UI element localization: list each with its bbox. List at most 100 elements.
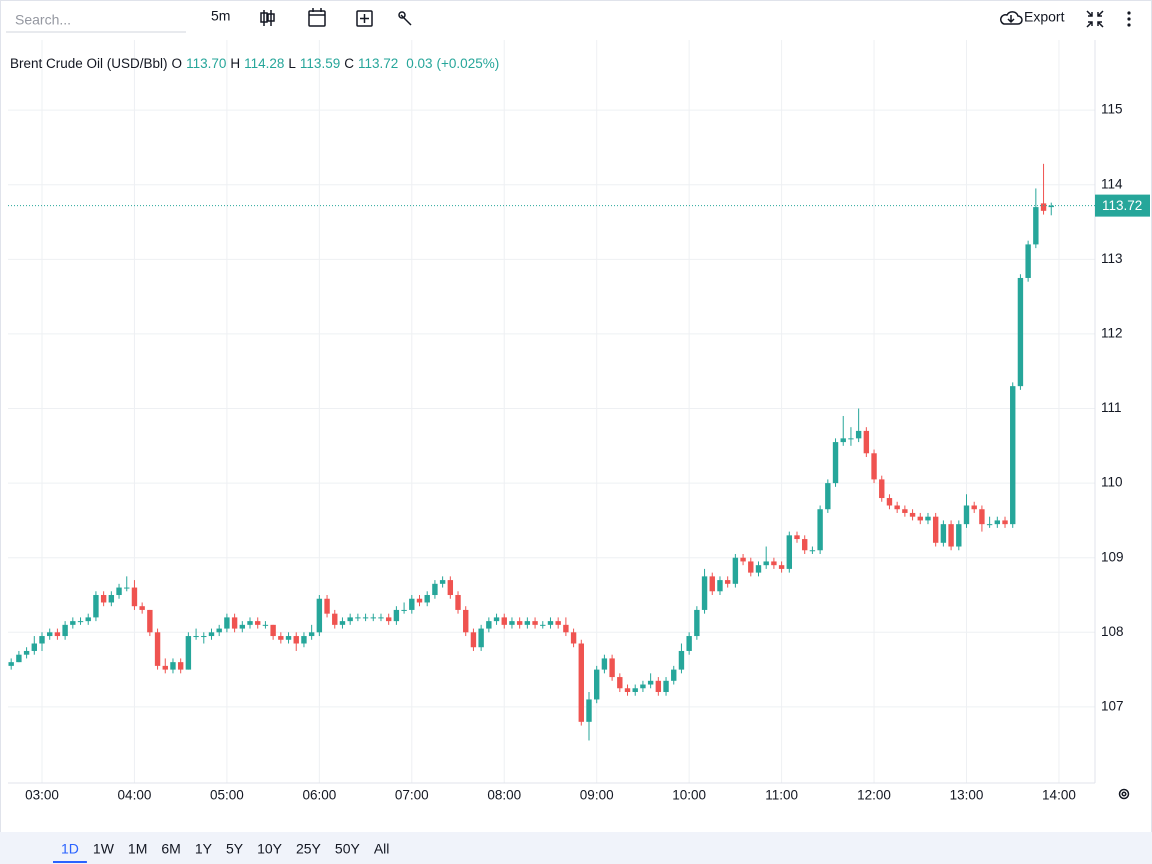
candle-body — [794, 535, 800, 540]
candle-body — [755, 565, 762, 573]
candle-body — [632, 688, 638, 692]
candle-body — [786, 535, 793, 569]
candle-body — [393, 609, 400, 622]
x-tick-label: 11:00 — [765, 788, 798, 803]
range-button[interactable]: 6M — [161, 841, 180, 857]
candle-body — [748, 561, 754, 573]
candle-body — [409, 598, 415, 610]
export-button[interactable]: Export — [1000, 9, 1065, 25]
range-button[interactable]: 10Y — [257, 841, 283, 857]
candle-body — [8, 662, 14, 666]
candle-body — [439, 580, 446, 584]
candle-body — [23, 650, 30, 655]
range-button[interactable]: 25Y — [296, 841, 322, 857]
candle-body — [224, 617, 230, 629]
range-button[interactable]: All — [374, 841, 390, 857]
candle-body — [971, 505, 977, 510]
candle-body — [70, 621, 76, 625]
settings-button[interactable] — [1118, 788, 1130, 800]
candle-body — [1017, 277, 1024, 387]
legend-value: 114.28 — [244, 56, 284, 71]
candle-body — [879, 479, 885, 499]
range-button[interactable]: 50Y — [335, 841, 361, 857]
candle-body — [540, 624, 546, 626]
range-button[interactable]: 1D — [61, 841, 79, 857]
y-tick-label: 114 — [1101, 176, 1123, 191]
candle-body — [170, 662, 176, 670]
last-price-label: 113.72 — [1102, 198, 1142, 213]
y-tick-label: 111 — [1101, 400, 1122, 415]
candle-body — [986, 524, 993, 526]
icon-part — [1121, 791, 1127, 797]
candle-body — [247, 621, 253, 625]
range-button[interactable]: 1M — [128, 841, 147, 857]
candle-body — [855, 430, 862, 439]
icon-part — [400, 14, 412, 26]
candle-body — [994, 520, 1001, 525]
candle-body — [771, 561, 777, 566]
y-tick-label: 113 — [1101, 251, 1123, 266]
candle-body — [370, 617, 376, 619]
x-tick-label: 09:00 — [580, 788, 614, 803]
search-input[interactable]: Search... — [15, 12, 71, 28]
icon-part — [1086, 10, 1104, 28]
candle-body — [478, 628, 484, 648]
interval-button[interactable]: 5m — [211, 8, 230, 24]
candle-body — [316, 598, 323, 633]
tools-button[interactable] — [398, 11, 412, 26]
chart-type-button[interactable] — [260, 10, 275, 26]
candle-body — [339, 621, 346, 625]
legend-value: 113.59 — [300, 56, 340, 71]
range-buttons: 1D 1W 1M 6M 1Y 5Y 10Y 25Y 50Y All — [53, 841, 390, 863]
legend-change-pct: (+0.025%) — [437, 56, 500, 71]
icon-part — [1127, 11, 1131, 15]
candle-body — [594, 669, 600, 700]
candle-body — [308, 632, 315, 637]
candle-body — [563, 624, 569, 633]
candle-body — [255, 621, 261, 625]
calendar-button[interactable] — [308, 8, 326, 27]
candle-body — [1033, 207, 1039, 245]
export-label: Export — [1024, 9, 1065, 25]
candle-body — [77, 621, 84, 623]
candle-body — [154, 632, 161, 666]
icon-part — [1127, 23, 1131, 27]
candle-body — [347, 617, 353, 622]
candle-body — [617, 677, 623, 689]
legend-key: O — [172, 56, 183, 71]
candle-body — [509, 621, 515, 625]
candle-body — [917, 516, 923, 521]
candle-body — [647, 680, 654, 685]
candle-body — [886, 498, 893, 506]
more-button[interactable] — [1127, 11, 1131, 27]
candle-body — [663, 680, 669, 692]
candle-body — [493, 617, 500, 622]
candle-body — [1010, 386, 1016, 525]
range-button[interactable]: 1Y — [195, 841, 213, 857]
candle-body — [732, 557, 739, 584]
candle-body — [932, 516, 939, 543]
candle-body — [501, 617, 507, 625]
icon-part — [356, 10, 373, 27]
candle-body — [578, 643, 584, 722]
candle-body — [455, 595, 461, 610]
candle-body — [894, 505, 900, 510]
add-indicator-button[interactable] — [356, 10, 373, 27]
fullscreen-button[interactable] — [1086, 10, 1104, 28]
y-tick-label: 107 — [1101, 698, 1124, 713]
candle-body — [185, 636, 192, 670]
range-button[interactable]: 5Y — [226, 841, 244, 857]
candle-body — [516, 621, 523, 625]
candle-body — [809, 550, 816, 552]
candle-body — [416, 598, 423, 603]
candle-body — [701, 576, 708, 610]
candle-body — [362, 617, 369, 619]
last-price-badge — [1095, 194, 1150, 217]
candle-body — [324, 598, 330, 614]
range-button[interactable]: 1W — [93, 841, 115, 857]
candle-body — [802, 539, 808, 551]
legend-value: 113.70 — [186, 56, 226, 71]
candle-body — [47, 632, 53, 637]
candle-body — [1048, 205, 1054, 208]
candle-body — [108, 595, 115, 603]
